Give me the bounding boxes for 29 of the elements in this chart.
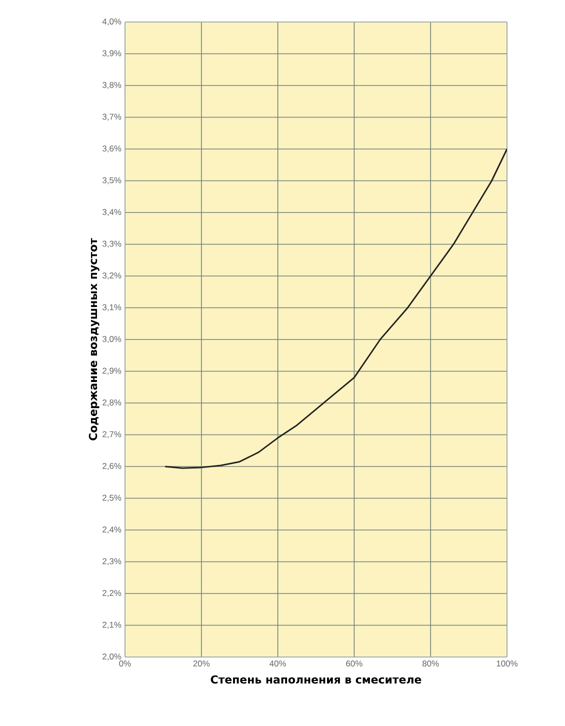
y-tick-label: 3,9% bbox=[102, 50, 122, 58]
y-tick-label: 2,5% bbox=[102, 494, 122, 502]
y-tick-label: 2,6% bbox=[102, 463, 122, 470]
x-tick-label: 80% bbox=[422, 660, 439, 666]
y-tick-label: 2,0% bbox=[102, 654, 122, 660]
x-tick-label: 60% bbox=[346, 660, 362, 666]
x-tick-label: 100% bbox=[496, 660, 518, 666]
y-tick-label: 3,1% bbox=[102, 304, 122, 312]
y-tick-label: 2,1% bbox=[102, 622, 122, 629]
y-tick-label: 2,8% bbox=[102, 400, 122, 406]
x-tick-label: 40% bbox=[270, 660, 286, 666]
x-axis-title: Степень наполнения в смесителе bbox=[210, 675, 422, 684]
y-axis-title: Содержание воздушных пустот bbox=[88, 238, 100, 440]
y-tick-label: 2,4% bbox=[102, 526, 122, 534]
y-tick-label: 2,7% bbox=[102, 431, 122, 438]
y-tick-label: 3,7% bbox=[102, 114, 122, 121]
x-tick-label: 20% bbox=[193, 660, 210, 666]
y-tick-label: 2,3% bbox=[102, 558, 122, 566]
y-tick-label: 3,0% bbox=[102, 336, 122, 343]
y-tick-label: 3,2% bbox=[102, 272, 122, 280]
y-tick-label: 2,9% bbox=[102, 368, 122, 375]
y-tick-label: 3,3% bbox=[102, 240, 122, 248]
y-tick-label: 3,6% bbox=[102, 146, 122, 152]
y-tick-label: 3,4% bbox=[102, 209, 122, 216]
y-tick-label: 3,8% bbox=[102, 82, 122, 89]
x-tick-label: 0% bbox=[119, 660, 131, 666]
y-tick-label: 2,2% bbox=[102, 590, 122, 597]
y-tick-label: 4,0% bbox=[102, 18, 122, 26]
y-tick-label: 3,5% bbox=[102, 177, 122, 184]
